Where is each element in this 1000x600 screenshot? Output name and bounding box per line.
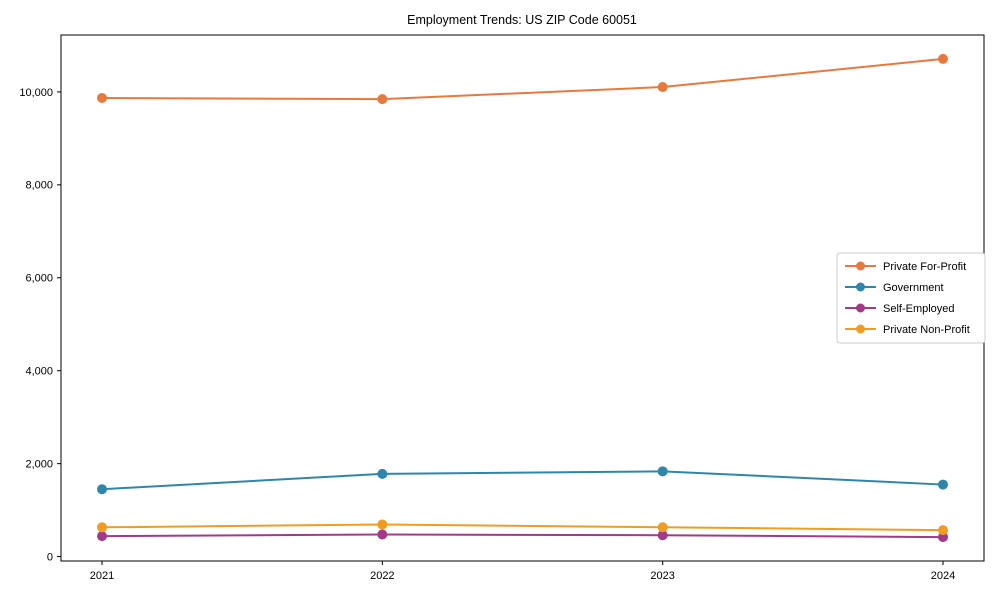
legend-label-self-employed: Self-Employed (883, 303, 955, 315)
series-line-government (101, 470, 944, 491)
legend-marker (856, 324, 865, 334)
series-line-private-non-profit (101, 523, 944, 532)
data-point-self-employed-2022 (377, 529, 388, 540)
legend-marker (856, 303, 865, 313)
data-point-government-2021 (97, 484, 107, 495)
data-point-self-employed-2024 (938, 532, 948, 543)
y-tick-label: 0 (47, 551, 53, 563)
plot-area: 0 2,000 4,000 6,000 8,000 10,000 2021 2022 2023 2… (19, 34, 986, 582)
data-point-private-for-profit-2022 (377, 94, 388, 105)
y-tick-label: 8,000 (25, 180, 53, 192)
data-point-private-non-profit-2022 (377, 519, 388, 530)
data-point-private-for-profit-2024 (938, 53, 948, 64)
data-point-private-for-profit-2023 (657, 82, 668, 93)
chart-title: Employment Trends: US ZIP Code 60051 (407, 13, 637, 27)
legend-label-private-for-profit: Private For-Profit (883, 261, 966, 273)
data-point-private-for-profit-2021 (97, 92, 107, 103)
data-point-private-non-profit-2024 (938, 525, 948, 536)
series-line-private-for-profit (101, 57, 944, 101)
y-tick-label: 4,000 (25, 366, 53, 378)
data-point-government-2022 (377, 468, 388, 479)
y-tick-label: 2,000 (25, 459, 53, 471)
data-point-private-non-profit-2023 (657, 522, 668, 533)
legend-label-private-non-profit: Private Non-Profit (883, 324, 970, 336)
series-line-self-employed (101, 533, 944, 539)
legend-label-government: Government (883, 282, 944, 294)
x-tick-label: 2023 (650, 570, 674, 582)
legend-marker (856, 261, 865, 271)
data-point-government-2024 (938, 479, 948, 490)
x-tick-label: 2022 (370, 570, 394, 582)
x-tick-label: 2024 (931, 570, 955, 582)
legend-box (836, 252, 986, 344)
data-point-self-employed-2023 (657, 530, 668, 541)
data-point-self-employed-2021 (97, 531, 107, 542)
y-tick-label: 10,000 (19, 87, 53, 99)
legend-marker (856, 282, 865, 292)
data-point-government-2023 (657, 466, 668, 477)
y-tick-label: 6,000 (25, 273, 53, 285)
x-tick-label: 2021 (90, 570, 114, 582)
data-point-private-non-profit-2021 (97, 522, 107, 533)
